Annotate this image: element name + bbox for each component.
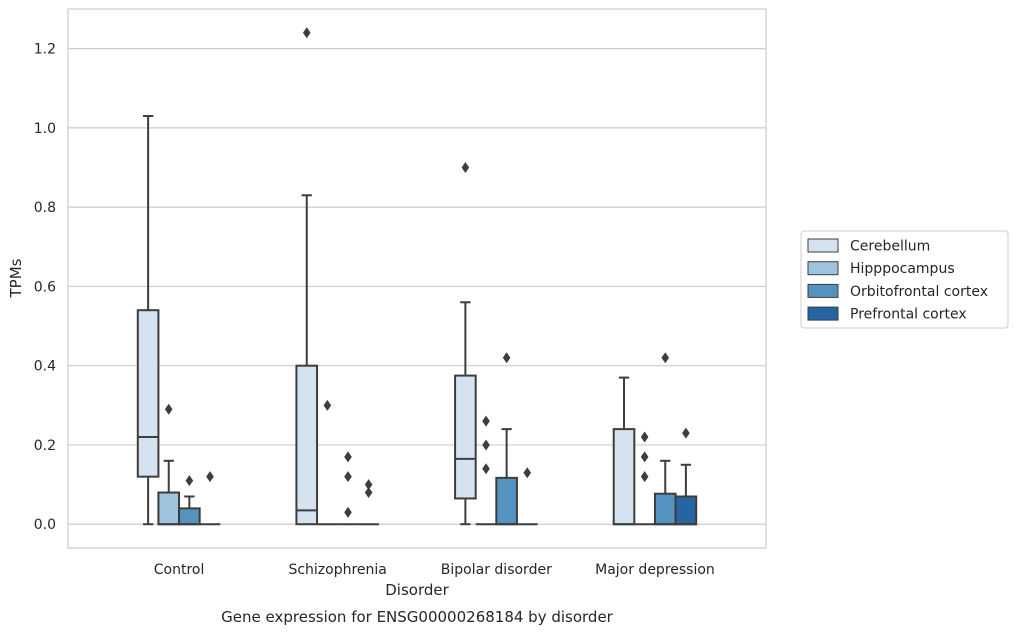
outlier-point	[323, 399, 332, 411]
outlier-point	[482, 463, 490, 475]
plot-frame	[67, 8, 767, 549]
legend-swatch	[807, 261, 839, 276]
x-tick-label: Bipolar disorder	[441, 562, 552, 578]
legend-frame	[800, 230, 1009, 329]
box-body	[454, 374, 477, 500]
legend-label: Prefrontal cortex	[850, 307, 967, 323]
box-hipppocampus	[317, 399, 338, 526]
box-cerebellum	[136, 115, 160, 526]
x-tick-labels: Control Schizophrenia Bipolar disorder Majo…	[154, 562, 715, 578]
legend-swatch	[807, 238, 839, 253]
x-tick-label: Control	[154, 562, 205, 578]
y-tick-label: 0.0	[34, 517, 56, 533]
outlier-point	[640, 471, 649, 483]
outlier-point	[344, 451, 352, 463]
box-body	[178, 507, 201, 526]
box-orbitofrontal-cortex	[178, 475, 201, 526]
outlier-point	[206, 471, 214, 483]
box-body	[136, 309, 160, 478]
box-cerebellum	[612, 376, 636, 526]
outlier-point	[661, 352, 670, 364]
outlier-point	[302, 27, 311, 39]
box-body	[612, 428, 636, 526]
outlier-point	[682, 427, 690, 439]
x-tick-label: Schizophrenia	[288, 562, 386, 578]
box-orbitofrontal-cortex	[653, 352, 677, 526]
grid-lines	[68, 48, 766, 525]
box-hipppocampus	[157, 403, 181, 526]
box-cerebellum	[454, 162, 477, 526]
legend: Cerebellum Hipppocampus Orbitofrontal cort…	[800, 230, 1009, 329]
y-tick-label: 0.2	[34, 438, 56, 454]
box-body	[674, 495, 698, 526]
box-prefrontal-cortex	[516, 467, 538, 526]
y-tick-label: 1.2	[34, 42, 56, 58]
box-orbitofrontal-cortex	[495, 352, 518, 526]
box-orbitofrontal-cortex	[337, 451, 359, 526]
y-tick-label: 1.0	[34, 121, 56, 137]
y-axis-label: TPMs	[7, 258, 25, 298]
outlier-point	[185, 475, 194, 487]
outlier-point	[482, 415, 490, 427]
box-body	[295, 364, 319, 526]
outlier-point	[482, 439, 490, 451]
legend-swatch	[807, 306, 839, 321]
outlier-point	[164, 403, 173, 415]
legend-label: Hipppocampus	[850, 261, 955, 277]
outlier-point	[523, 467, 532, 479]
box-body	[495, 476, 518, 526]
chart-title: Gene expression for ENSG00000268184 by d…	[221, 608, 614, 626]
legend-label: Cerebellum	[850, 239, 930, 255]
box-body	[653, 492, 677, 526]
outlier-point	[640, 431, 649, 443]
box-prefrontal-cortex	[358, 479, 379, 526]
legend-label: Orbitofrontal cortex	[850, 284, 988, 300]
outlier-point	[344, 506, 352, 518]
box-prefrontal-cortex	[674, 427, 698, 526]
outlier-point	[364, 487, 373, 499]
box-prefrontal-cortex	[199, 471, 221, 526]
outlier-point	[461, 162, 470, 174]
box-hipppocampus	[634, 431, 655, 526]
y-tick-label: 0.8	[34, 200, 56, 216]
box-body	[157, 491, 181, 526]
y-tick-label: 0.6	[34, 279, 56, 295]
outlier-point	[502, 352, 511, 364]
legend-swatch	[807, 283, 839, 298]
outlier-point	[364, 479, 373, 491]
x-tick-label: Major depression	[595, 562, 715, 578]
y-tick-label: 0.4	[34, 359, 56, 375]
outlier-point	[640, 451, 649, 463]
outlier-point	[344, 471, 352, 483]
x-axis-label: Disorder	[385, 581, 449, 599]
y-tick-labels: 0.0 0.2 0.4 0.6 0.8 1.0 1.2	[34, 42, 56, 534]
box-hipppocampus	[475, 415, 497, 526]
box-cerebellum	[295, 27, 319, 526]
box-plots	[136, 27, 698, 526]
